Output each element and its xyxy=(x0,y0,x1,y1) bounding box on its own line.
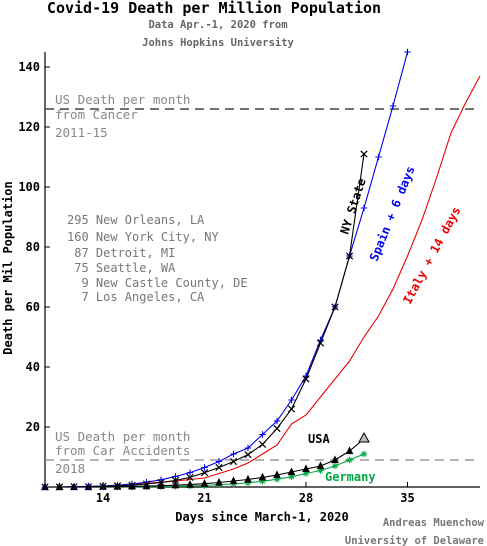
chart-subtitle-line-2: Johns Hopkins University xyxy=(142,37,294,49)
data-point xyxy=(331,462,339,470)
data-point xyxy=(273,470,281,479)
data-point xyxy=(70,483,78,491)
data-point xyxy=(215,463,223,472)
y-tick-label: 140 xyxy=(18,60,40,74)
data-point xyxy=(200,468,209,477)
data-point xyxy=(215,477,223,486)
data-point xyxy=(230,450,237,458)
data-point xyxy=(244,444,252,452)
city-item: 295 New Orleans, LA xyxy=(67,213,205,227)
data-point xyxy=(287,405,296,413)
y-tick-label: 20 xyxy=(26,420,40,434)
data-point xyxy=(258,472,267,481)
data-point xyxy=(171,476,180,485)
data-point xyxy=(346,456,353,464)
data-point xyxy=(360,204,368,212)
data-point xyxy=(316,339,325,347)
data-point xyxy=(317,467,324,474)
data-point xyxy=(229,476,238,485)
data-point xyxy=(288,473,295,480)
car-label-line-2: from Car Accidents xyxy=(55,443,190,458)
city-item: 87 Detroit, MI xyxy=(67,246,175,260)
data-point xyxy=(186,469,194,476)
data-point xyxy=(215,458,223,465)
data-point xyxy=(84,483,93,491)
y-tick-label: 80 xyxy=(26,240,40,254)
data-point xyxy=(157,481,165,489)
chart-subtitle-line-1: Data Apr.-1, 2020 from xyxy=(148,19,287,31)
cancer-label-line-2: from Cancer xyxy=(55,107,138,122)
data-point xyxy=(331,303,339,311)
x-axis-label: Days since March-1, 2020 xyxy=(175,510,348,524)
car-label-year: 2018 xyxy=(55,461,85,476)
x-tick-label: 21 xyxy=(197,491,211,505)
data-point xyxy=(201,464,208,471)
data-point xyxy=(360,450,368,458)
series-label-usa: USA xyxy=(308,432,330,446)
y-tick-label: 40 xyxy=(26,360,40,374)
city-item: 7 Los Angeles, CA xyxy=(67,290,205,304)
city-item: 160 New York City, NY xyxy=(67,230,219,244)
x-tick-label: 14 xyxy=(96,491,110,505)
chart-title: Covid-19 Death per Million Population xyxy=(47,0,381,17)
data-point xyxy=(128,481,136,489)
author-credit: Andreas Muenchow xyxy=(383,517,485,529)
data-point xyxy=(186,473,194,482)
institution-credit: University of Delaware xyxy=(345,535,484,546)
data-point xyxy=(172,473,179,480)
city-item: 75 Seattle, WA xyxy=(67,261,176,275)
city-death-list: 295 New Orleans, LA 160 New York City, N… xyxy=(67,213,248,304)
data-point xyxy=(375,153,382,161)
data-point xyxy=(258,440,267,449)
data-point xyxy=(331,455,339,464)
x-tick-label: 28 xyxy=(299,491,313,505)
data-point xyxy=(171,480,180,489)
data-point xyxy=(302,375,310,383)
data-point xyxy=(288,396,295,404)
series-label-germany: Germany xyxy=(325,470,376,484)
y-tick-label: 60 xyxy=(26,300,40,314)
car-label-line-1: US Death per month xyxy=(55,429,190,444)
data-point xyxy=(41,483,49,491)
data-point xyxy=(113,482,122,490)
data-point xyxy=(244,450,252,459)
data-point xyxy=(273,476,281,483)
data-point xyxy=(244,474,252,483)
data-point xyxy=(142,480,151,488)
data-point xyxy=(302,464,310,473)
data-point xyxy=(259,431,266,438)
data-point xyxy=(389,102,397,110)
cancer-label-years: 2011-15 xyxy=(55,125,108,140)
data-point xyxy=(273,417,281,425)
reference-lines xyxy=(45,108,480,461)
data-point xyxy=(360,150,368,158)
data-point xyxy=(244,479,252,486)
data-point xyxy=(345,446,354,455)
data-point xyxy=(287,467,296,476)
data-point xyxy=(273,424,281,433)
data-point xyxy=(186,480,194,488)
axis-ticks: 20 40 60 80 100 120 140 14 21 28 35 xyxy=(18,60,414,505)
y-tick-label: 100 xyxy=(18,180,40,194)
data-point xyxy=(259,478,266,485)
data-point xyxy=(316,461,325,470)
data-point xyxy=(404,48,411,56)
series-endpoint xyxy=(358,431,370,443)
series-label-italy: Italy + 14 days xyxy=(400,204,463,306)
cancer-label-line-1: US Death per month xyxy=(55,92,190,107)
city-item: 9 New Castle County, DE xyxy=(67,276,248,290)
data-point xyxy=(55,483,64,491)
data-point xyxy=(302,470,310,477)
data-point xyxy=(345,252,354,260)
y-axis-label: Death per Mil Population xyxy=(1,181,15,354)
data-point xyxy=(128,480,136,488)
data-point xyxy=(157,478,165,487)
x-tick-label: 35 xyxy=(400,491,414,505)
y-tick-label: 120 xyxy=(18,120,40,134)
data-point xyxy=(229,457,238,466)
